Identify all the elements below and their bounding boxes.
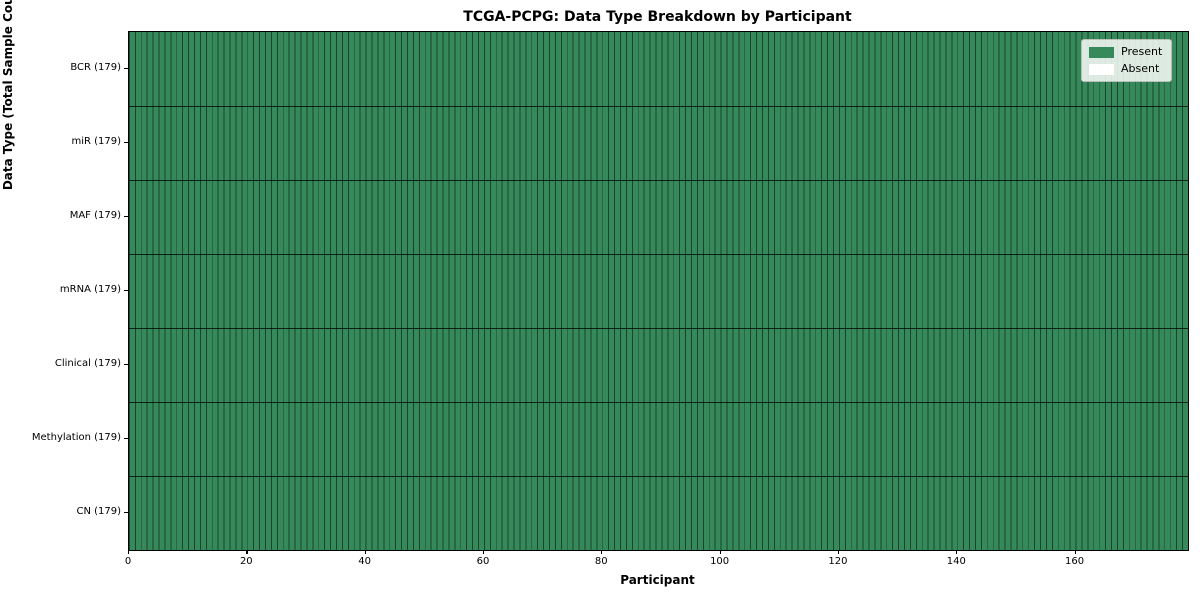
xtick-label-40: 40: [358, 556, 371, 567]
legend-swatch-present: [1089, 46, 1114, 58]
ytick-label-CN: CN (179): [76, 506, 121, 517]
heatmap-row-miR: [129, 106, 1188, 180]
xtick-mark: [482, 550, 485, 554]
legend: Present Absent: [1081, 39, 1173, 82]
ytick-label-BCR: BCR (179): [70, 62, 121, 73]
xtick-mark: [364, 550, 366, 554]
heatmap-plot-area: [128, 31, 1189, 551]
x-axis-title: Participant: [620, 573, 695, 587]
legend-item-present: Present: [1089, 46, 1162, 58]
xtick-label-140: 140: [946, 556, 966, 567]
ytick-mark: [124, 67, 128, 69]
xtick-label-0: 0: [124, 556, 132, 567]
ytick-mark: [124, 511, 128, 513]
chart-title: TCGA-PCPG: Data Type Breakdown by Partic…: [463, 9, 852, 25]
xtick-mark: [719, 550, 721, 554]
xtick-mark: [956, 550, 958, 554]
legend-label-present: Present: [1121, 45, 1163, 58]
xtick-label-20: 20: [239, 556, 253, 567]
ytick-mark: [124, 289, 128, 291]
xtick-label-80: 80: [594, 556, 608, 567]
xtick-mark: [128, 550, 130, 554]
heatmap-rows: [129, 32, 1188, 550]
heatmap-row-Methylation: [129, 402, 1188, 476]
xtick-label-160: 160: [1065, 556, 1085, 567]
ytick-label-MAF: MAF (179): [69, 210, 121, 221]
ytick-label-miR: miR (179): [71, 136, 121, 147]
xtick-mark: [1074, 550, 1076, 554]
heatmap-row-CN: [129, 476, 1188, 550]
xtick-mark: [246, 550, 248, 554]
y-axis-title: Data Type (Total Sample Count): [1, 0, 15, 191]
legend-swatch-absent: [1089, 63, 1114, 75]
ytick-mark: [124, 215, 128, 217]
heatmap-row-BCR: [129, 32, 1188, 106]
ytick-label-Clinical: Clinical (179): [54, 358, 121, 369]
ytick-mark: [124, 363, 128, 365]
ytick-label-Methylation: Methylation (179): [31, 432, 121, 443]
heatmap-row-Clinical: [129, 328, 1188, 402]
ytick-mark: [124, 141, 128, 143]
legend-label-absent: Absent: [1121, 62, 1160, 75]
heatmap-row-MAF: [129, 180, 1188, 254]
xtick-mark: [837, 550, 840, 554]
xtick-label-100: 100: [710, 556, 730, 567]
xtick-mark: [601, 550, 603, 554]
heatmap-row-mRNA: [129, 254, 1188, 328]
ytick-mark: [124, 437, 128, 439]
ytick-label-mRNA: mRNA (179): [59, 284, 121, 295]
xtick-label-120: 120: [828, 556, 848, 567]
legend-item-absent: Absent: [1089, 63, 1162, 75]
xtick-label-60: 60: [476, 556, 490, 567]
